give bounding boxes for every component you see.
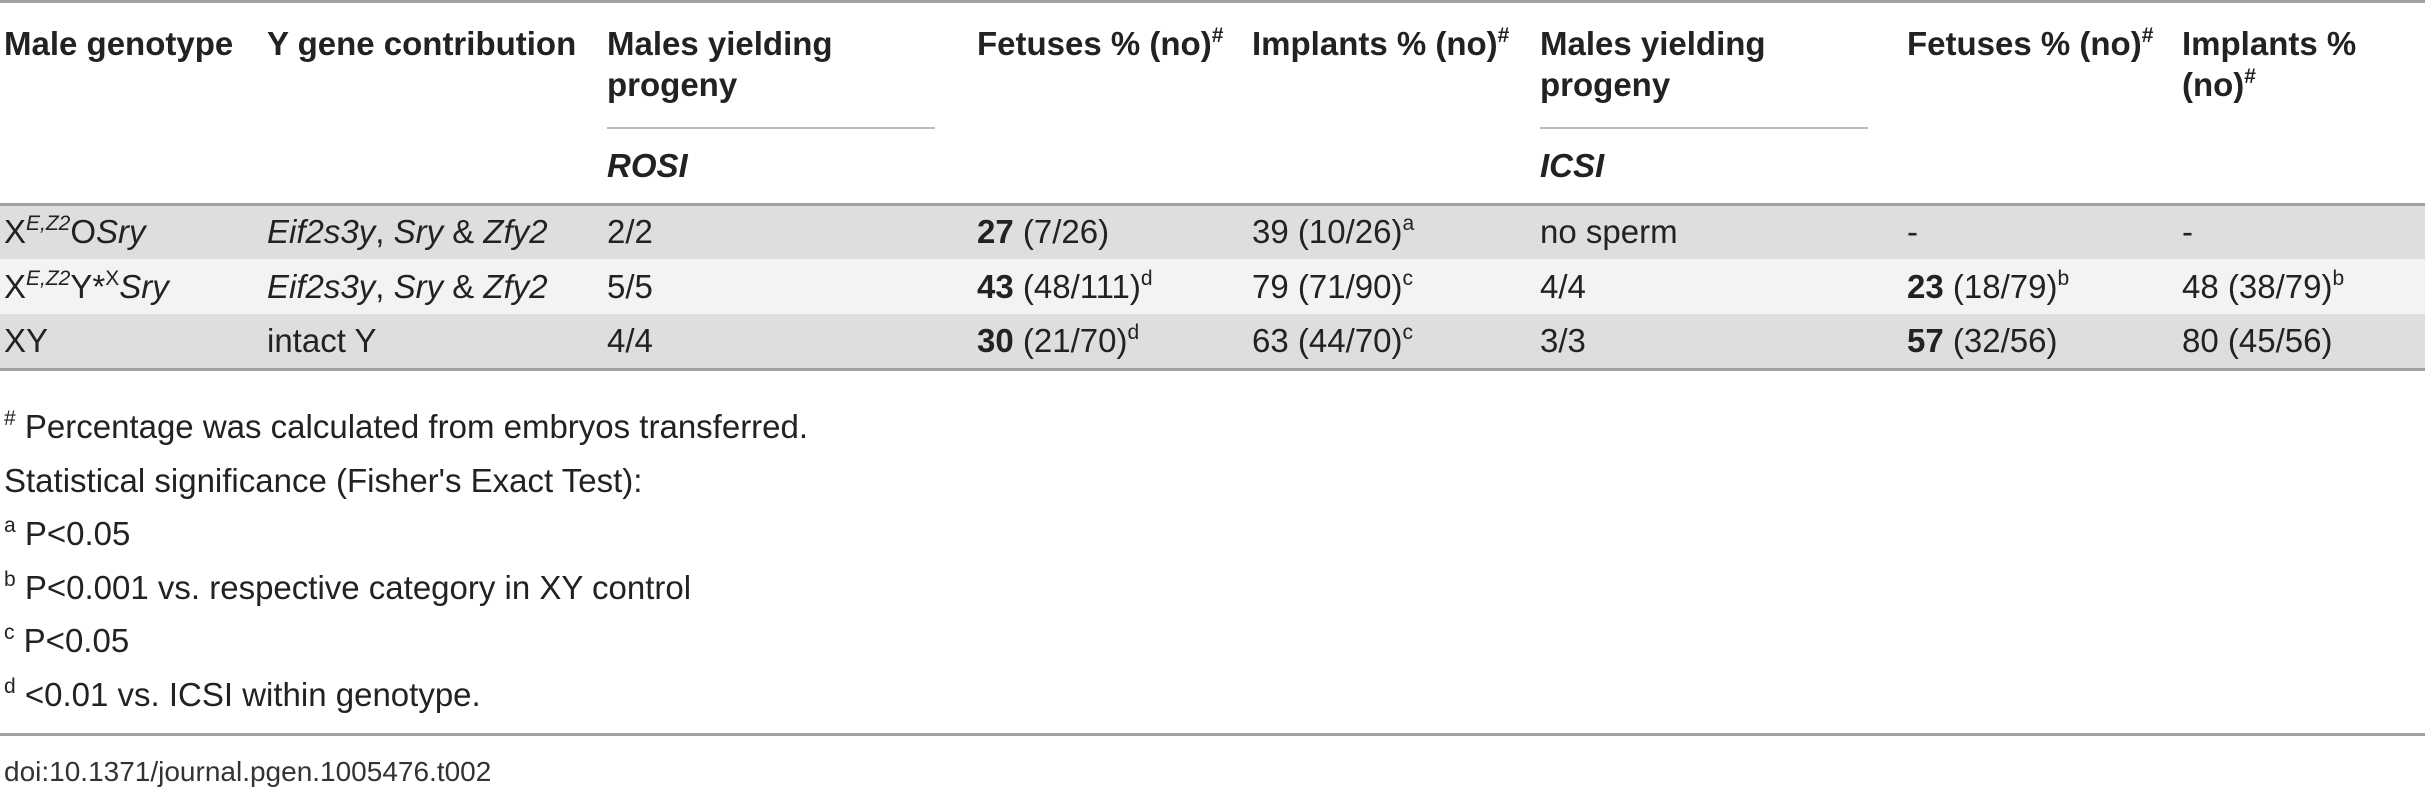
header-rosi-implants: Implants % (no)# xyxy=(1248,0,1536,129)
table-row: XY intact Y 4/4 30 (21/70)d 63 (44/70)c … xyxy=(0,314,2425,371)
y-gene-cell: intact Y xyxy=(263,314,603,371)
icsi-males-cell: 4/4 xyxy=(1536,259,1903,314)
rosi-fetuses-cell: 27 (7/26) xyxy=(973,204,1248,259)
table-row: XE,Z2OSry Eif2s3y, Sry & Zfy2 2/2 27 (7/… xyxy=(0,204,2425,259)
rosi-males-cell: 2/2 xyxy=(603,204,973,259)
header-male-genotype: Male genotype xyxy=(0,0,263,129)
footnote: b P<0.001 vs. respective category in XY … xyxy=(4,567,692,606)
bottom-divider xyxy=(0,733,2425,736)
footnote: c P<0.05 xyxy=(4,621,130,659)
header-icsi-implants: Implants % (no)# xyxy=(2178,0,2425,129)
footnote: a P<0.05 xyxy=(4,514,131,552)
icsi-fetuses-cell: 57 (32/56) xyxy=(1903,314,2178,371)
rosi-implants-cell: 79 (71/90)c xyxy=(1248,259,1536,314)
header-icsi-males-yielding-progeny: Males yielding progeny xyxy=(1536,0,1903,129)
y-gene-cell: Eif2s3y, Sry & Zfy2 xyxy=(263,204,603,259)
method-row: ROSI ICSI xyxy=(0,129,2425,206)
icsi-implants-cell: 80 (45/56) xyxy=(2178,314,2425,371)
header-rosi-males-yielding-progeny: Males yielding progeny xyxy=(603,0,973,129)
rosi-fetuses-cell: 43 (48/111)d xyxy=(973,259,1248,314)
footnotes: # Percentage was calculated from embryos… xyxy=(4,400,808,721)
header-icsi-fetuses: Fetuses % (no)# xyxy=(1903,0,2178,129)
icsi-males-cell: 3/3 xyxy=(1536,314,1903,371)
genotype-cell: XY xyxy=(0,314,263,371)
footnote: # Percentage was calculated from embryos… xyxy=(4,407,809,445)
header-rosi-fetuses: Fetuses % (no)# xyxy=(973,0,1248,129)
results-table: Male genotype Y gene contribution Males … xyxy=(0,0,2425,371)
footnote: Statistical significance (Fisher's Exact… xyxy=(4,461,643,499)
y-gene-cell: Eif2s3y, Sry & Zfy2 xyxy=(263,259,603,314)
icsi-fetuses-cell: - xyxy=(1903,204,2178,259)
rosi-implants-cell: 63 (44/70)c xyxy=(1248,314,1536,371)
icsi-males-cell: no sperm xyxy=(1536,204,1903,259)
footnote: d <0.01 vs. ICSI within genotype. xyxy=(4,674,481,713)
icsi-implants-cell: 48 (38/79)b xyxy=(2178,259,2425,314)
method-label-rosi: ROSI xyxy=(603,129,973,206)
doi-label: doi:10.1371/journal.pgen.1005476.t002 xyxy=(4,756,492,787)
icsi-implants-cell: - xyxy=(2178,204,2425,259)
icsi-fetuses-cell: 23 (18/79)b xyxy=(1903,259,2178,314)
rosi-fetuses-cell: 30 (21/70)d xyxy=(973,314,1248,371)
rosi-males-cell: 4/4 xyxy=(603,314,973,371)
rosi-implants-cell: 39 (10/26)a xyxy=(1248,204,1536,259)
header-y-gene-contribution: Y gene contribution xyxy=(263,0,603,129)
genotype-cell: XE,Z2OSry xyxy=(0,204,263,259)
table-row: XE,Z2Y*XSry Eif2s3y, Sry & Zfy2 5/5 43 (… xyxy=(0,259,2425,314)
header-row: Male genotype Y gene contribution Males … xyxy=(0,0,2425,129)
method-label-icsi: ICSI xyxy=(1536,129,1903,206)
genotype-cell: XE,Z2Y*XSry xyxy=(0,259,263,314)
rosi-males-cell: 5/5 xyxy=(603,259,973,314)
